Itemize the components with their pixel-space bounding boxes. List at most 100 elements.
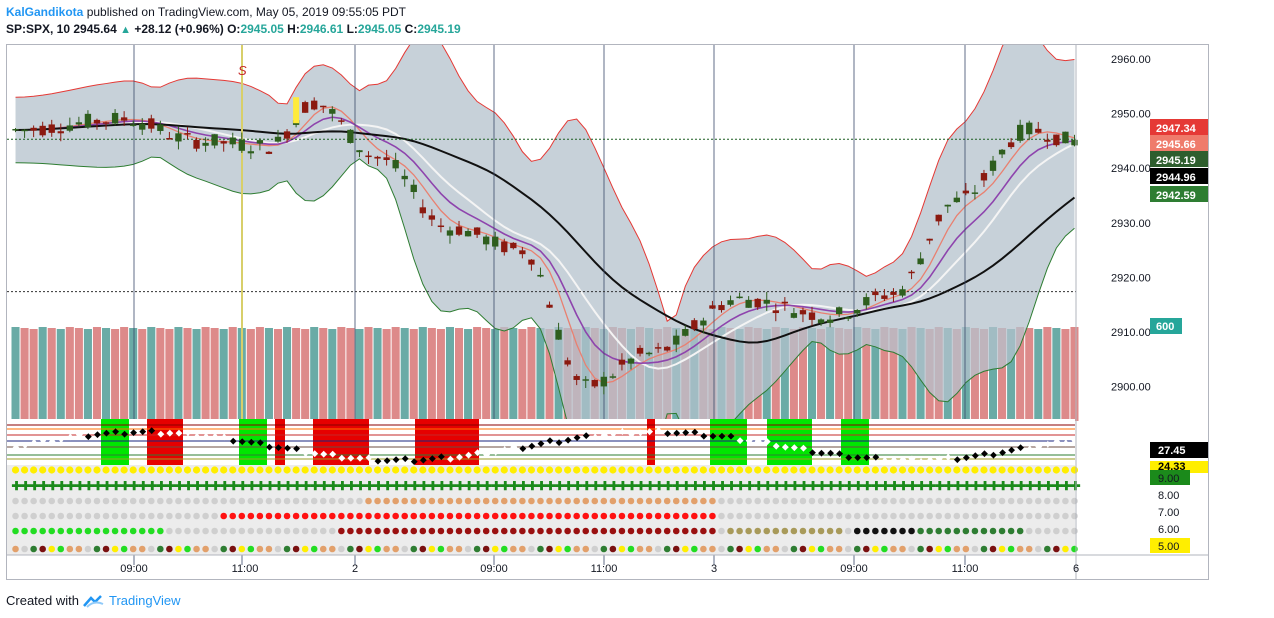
row-dot [890, 527, 897, 535]
row-dot [1053, 512, 1060, 520]
candle-body [193, 140, 200, 149]
row-dot [256, 512, 264, 520]
candle-body [130, 124, 137, 126]
author-link[interactable]: KalGandikota [6, 5, 84, 19]
osc-diamond: ◆ [266, 442, 273, 452]
gray-dot [817, 497, 825, 505]
row-dot [347, 527, 354, 535]
time-tick-label: 2 [352, 563, 358, 575]
osc-diamond: ◆ [393, 454, 400, 464]
volume-bar [65, 327, 74, 421]
last-price: 2945.64 [73, 22, 117, 36]
row-dot [138, 512, 146, 520]
candle-body [184, 133, 191, 135]
row-dot [193, 545, 200, 553]
row-dot [555, 527, 562, 535]
tradingview-link[interactable]: TradingView [108, 593, 181, 608]
row-dot [129, 527, 137, 535]
green-plus: ✚ [274, 479, 284, 493]
row-dot [319, 512, 327, 520]
gray-dot [193, 497, 200, 505]
volume-bar [1052, 328, 1061, 421]
row-dot [1053, 527, 1060, 535]
row-dot [12, 527, 19, 535]
orange-dot [645, 497, 653, 505]
yellow-dot [256, 466, 264, 474]
row-dot [917, 545, 924, 553]
row-dot [618, 527, 626, 535]
green-plus: ✚ [853, 479, 863, 493]
row-dot [464, 545, 472, 553]
row-dot [383, 512, 390, 520]
gray-dot [763, 497, 771, 505]
green-plus: ✚ [374, 479, 384, 493]
row-dot [147, 545, 155, 553]
row-dot [772, 527, 780, 535]
price-badge: 2947.34 [1150, 119, 1208, 135]
row-dot [48, 545, 56, 553]
row-dot [528, 512, 535, 520]
row-dot [763, 527, 771, 535]
chart-area[interactable]: S ◆ ◆ ◆ ◆ ◆ ◆ ◆ ◆ ◆ ◆ ◆ ◆ ◆ ◆ ◆ ◆ ◆ ◆ ◆ ◆ ◆ ◆ ◆ ◆ ◆ ◆ ◆ ◆ ◆ ◆ ◆ ◆ ◆ ◆ ◆ ◆ ◆ ◆… [6, 44, 1209, 580]
volume-bar [907, 327, 916, 421]
yellow-dot [917, 466, 925, 474]
row-dot [500, 512, 508, 520]
orange-dot [491, 497, 499, 505]
row-dot [1053, 545, 1060, 553]
candle-body [709, 305, 716, 309]
volume-bar [491, 329, 500, 421]
row-dot [609, 512, 617, 520]
volume-bar [102, 328, 111, 421]
volume-bar [264, 328, 273, 421]
green-plus: ✚ [220, 479, 230, 493]
candle-body [492, 236, 499, 247]
candle-body [917, 258, 924, 265]
gray-dot [30, 497, 37, 505]
osc-diamond: ◆ [963, 452, 970, 462]
volume-bar [862, 328, 871, 421]
osc-diamond: ◆ [85, 431, 92, 441]
yellow-dot [536, 466, 545, 474]
row-dot [663, 512, 671, 520]
osc-zone [101, 419, 129, 465]
row-dot [473, 512, 481, 520]
osc-diamond: ◆ [755, 436, 762, 446]
candle-body [609, 376, 617, 378]
candle-body [220, 141, 227, 144]
yellow-dot [437, 466, 445, 474]
price-tick-label: 2930.00 [1111, 218, 1151, 230]
green-plus: ✚ [129, 479, 139, 493]
osc-diamond: ◆ [528, 440, 535, 450]
symbol-label[interactable]: SP:SPX, 10 [6, 22, 71, 36]
green-plus: ✚ [980, 479, 990, 493]
gray-dot [147, 497, 155, 505]
osc-diamond: ◆ [664, 428, 671, 438]
row-dot [374, 527, 381, 535]
fast-ema-line [15, 106, 1075, 384]
yellow-dot [509, 466, 517, 474]
row-dot [329, 527, 336, 535]
green-plus: ✚ [464, 479, 474, 493]
candle-body [283, 131, 291, 139]
close-value: 2945.19 [417, 22, 461, 36]
volume-bar [789, 329, 798, 421]
yellow-dot [853, 466, 861, 474]
row-dot [157, 512, 164, 520]
green-plus: ✚ [564, 479, 574, 493]
price-tick-label: 2940.00 [1111, 163, 1151, 175]
candle-body [211, 134, 218, 146]
orange-dot [636, 497, 644, 505]
yellow-dot [301, 466, 309, 474]
green-plus: ✚ [736, 479, 746, 493]
green-plus: ✚ [998, 479, 1008, 493]
candle-body [618, 359, 626, 365]
candle-body [564, 360, 571, 365]
osc-diamond: ◆ [845, 452, 852, 462]
row-dot [374, 512, 381, 520]
yellow-dot [717, 466, 726, 474]
time-tick-label: 11:00 [591, 563, 618, 575]
chart-canvas[interactable]: S ◆ ◆ ◆ ◆ ◆ ◆ ◆ ◆ ◆ ◆ ◆ ◆ ◆ ◆ ◆ ◆ ◆ ◆ ◆ ◆ ◆ ◆ ◆ ◆ ◆ ◆ ◆ ◆ ◆ ◆ ◆ ◆ ◆ ◆ ◆ ◆ ◆ ◆… [7, 45, 1209, 580]
yellow-dot [455, 466, 463, 474]
row-dot [917, 512, 924, 520]
green-plus: ✚ [799, 479, 809, 493]
